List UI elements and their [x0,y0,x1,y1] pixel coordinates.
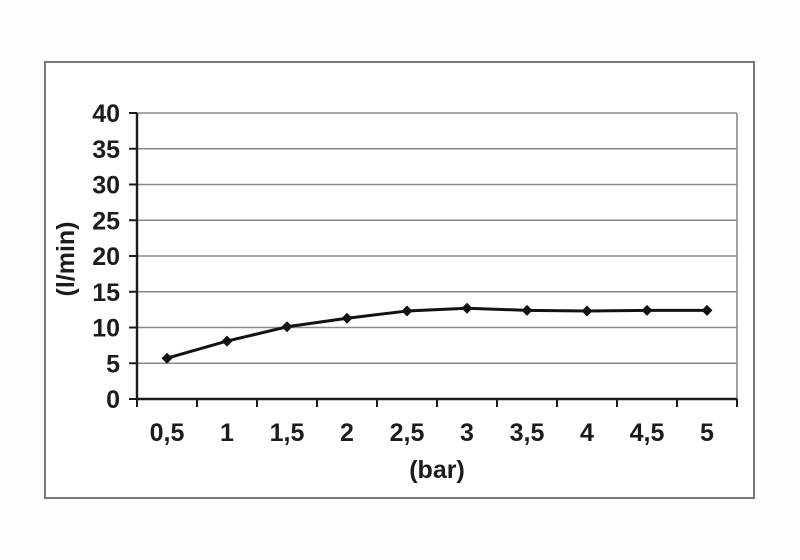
gridlines [137,112,738,399]
data-series [161,302,713,364]
x-axis-tick-label: 4 [580,419,594,447]
data-point-marker [701,304,713,316]
axis-tick-labels: 0 5 10 15 20 25 30 35 40 0,5 1 1,5 2 2,5 3 3,5 4 4,5 5 [92,100,714,447]
data-point-marker [161,352,173,364]
y-axis-tick-label: 10 [92,315,120,343]
y-axis-title: (l/min) [52,222,80,297]
y-axis-tick-label: 25 [92,207,120,235]
y-axis-tick-label: 40 [92,100,120,128]
y-axis-tick-label: 15 [92,279,120,307]
x-axis-title: (bar) [409,456,465,484]
y-axis-tick-label: 0 [106,386,120,414]
y-axis-tick-label: 20 [92,243,120,271]
series-line [166,306,707,360]
y-axis-tick-label: 5 [106,350,120,378]
x-axis-tick-label: 1,5 [270,419,305,447]
flow-vs-pressure-chart: 0 5 10 15 20 25 30 35 40 0,5 1 1,5 2 2,5 3 3,5 4 4,5 5 (ba… [52,100,738,484]
x-axis-tick-label: 2 [340,419,354,447]
data-point-marker [521,304,533,316]
x-axis-tick-label: 1 [220,419,234,447]
x-axis-tick-label: 3,5 [510,419,545,447]
x-axis-tick-label: 3 [460,419,474,447]
data-point-marker [581,305,593,317]
axis-ticks [129,112,738,407]
data-point-marker [641,304,653,316]
x-axis-tick-label: 0,5 [150,419,185,447]
x-axis-tick-label: 4,5 [630,419,665,447]
data-point-marker [401,305,413,317]
data-point-marker [341,312,353,324]
data-point-marker [221,335,233,347]
data-point-marker [461,302,473,314]
y-axis-tick-label: 35 [92,136,120,164]
x-axis-tick-label: 5 [700,419,714,447]
y-axis-tick-label: 30 [92,172,120,200]
chart-frame: 0 5 10 15 20 25 30 35 40 0,5 1 1,5 2 2,5 3 3,5 4 4,5 5 (ba… [44,61,755,499]
data-point-marker [281,321,293,333]
x-axis-tick-label: 2,5 [390,419,425,447]
